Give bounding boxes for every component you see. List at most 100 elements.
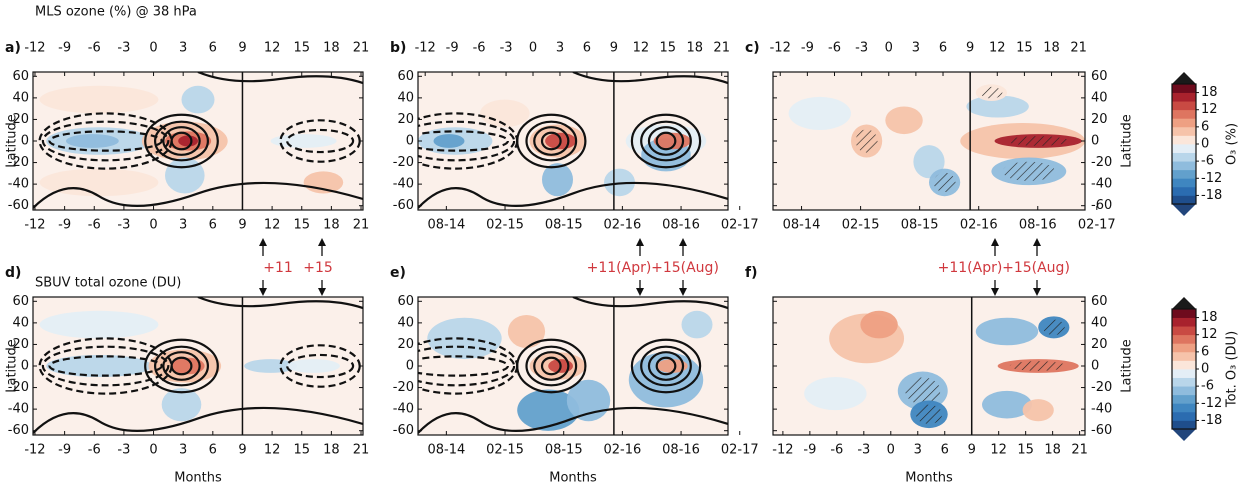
- contour: [38, 337, 173, 395]
- x-top-tick-label: 12: [989, 41, 1006, 56]
- x-tick-label: 12: [264, 218, 281, 233]
- field-patch: [244, 359, 297, 373]
- colorbar-band: [1172, 178, 1196, 188]
- contour: [48, 355, 163, 377]
- field: [418, 72, 728, 210]
- colorbar-band: [1172, 126, 1196, 136]
- y-axis-label: Latitude: [5, 114, 20, 168]
- colorbar-band: [1172, 186, 1196, 196]
- x-tick-label: 3: [914, 443, 922, 458]
- colorbar-band: [1172, 169, 1196, 179]
- y-tick-label: 40: [397, 315, 414, 330]
- field-patch: [681, 310, 713, 339]
- x-top-tick-label: 18: [323, 41, 340, 56]
- contour: [38, 112, 173, 170]
- colorbar-tick-label: 0: [1201, 362, 1209, 377]
- hatching: [1042, 319, 1065, 336]
- contour: [197, 297, 363, 310]
- colorbar-band: [1172, 101, 1196, 111]
- arrowhead: [636, 238, 644, 246]
- field-patch: [860, 310, 898, 339]
- x-tick-label: 08-14: [783, 218, 821, 233]
- x-tick-label: -6: [88, 218, 101, 233]
- y-tick-label: 60: [1091, 69, 1108, 84]
- x-tick-label: -3: [117, 443, 130, 458]
- contour: [640, 345, 692, 387]
- field-patch: [46, 354, 152, 378]
- contour: [418, 112, 519, 170]
- field: [33, 297, 363, 435]
- x-top-tick-label: -9: [446, 41, 459, 56]
- x-top-tick-label: 6: [209, 41, 217, 56]
- contour: [41, 345, 170, 387]
- colorbar-band: [1172, 109, 1196, 119]
- colorbar-band: [1172, 386, 1196, 396]
- panel-label: a): [5, 40, 21, 56]
- hatching: [905, 377, 941, 405]
- x-top-tick-label: -3: [500, 41, 513, 56]
- contour: [162, 126, 201, 156]
- contour: [48, 130, 163, 152]
- contour: [630, 338, 702, 394]
- x-tick-label: 6: [209, 218, 217, 233]
- arrowhead: [1033, 238, 1041, 246]
- x-tick-label: 12: [990, 443, 1007, 458]
- arrowhead: [679, 288, 687, 296]
- x-tick-label: 18: [323, 218, 340, 233]
- colorbar-label: Tot. O₃ (DU): [1225, 331, 1240, 408]
- x-top-tick-label: -12: [770, 41, 791, 56]
- field-patch: [39, 310, 159, 339]
- y-tick-label: -20: [8, 380, 29, 395]
- contour: [418, 120, 516, 162]
- x-tick-label: 0: [149, 218, 157, 233]
- y-tick-label: 0: [406, 359, 414, 374]
- x-axis-label: Months: [549, 471, 597, 486]
- x-tick-label: 18: [323, 443, 340, 458]
- colorbar-band: [1172, 135, 1196, 145]
- y-tick-label: 20: [12, 337, 29, 352]
- y-tick-label: -40: [8, 402, 29, 417]
- x-tick-label: -12: [772, 443, 793, 458]
- x-top-tick-label: 6: [583, 41, 591, 56]
- figure-subtitle: SBUV total ozone (DU): [35, 276, 181, 291]
- x-top-tick-label: 9: [966, 41, 974, 56]
- y-tick-label: -20: [393, 380, 414, 395]
- annotation: +11(Apr): [938, 260, 1003, 276]
- x-top-tick-label: 18: [1043, 41, 1060, 56]
- x-top-tick-label: 3: [556, 41, 564, 56]
- contour: [630, 113, 702, 169]
- contour: [144, 113, 219, 169]
- colorbar-band: [1172, 195, 1196, 205]
- y-tick-label: 20: [397, 112, 414, 127]
- colorbar-band: [1172, 152, 1196, 162]
- colorbar-band: [1172, 403, 1196, 413]
- x-top-tick-label: -6: [473, 41, 486, 56]
- colorbar-tick-label: -12: [1201, 171, 1222, 186]
- y-tick-label: 40: [1091, 315, 1108, 330]
- field-patch: [171, 357, 205, 375]
- arrowhead: [318, 238, 326, 246]
- contour: [33, 181, 363, 209]
- y-tick-label: -60: [393, 423, 414, 438]
- field-patch: [480, 99, 530, 128]
- y-tick-label: 0: [21, 359, 29, 374]
- field-patch: [178, 135, 199, 147]
- y-tick-label: 40: [12, 90, 29, 105]
- x-tick-label: 02-17: [1078, 218, 1116, 233]
- y-tick-label: -60: [8, 198, 29, 213]
- colorbar-band: [1172, 118, 1196, 128]
- x-axis-label: Months: [174, 471, 222, 486]
- contour: [525, 345, 578, 387]
- y-tick-label: 20: [397, 337, 414, 352]
- y-tick-label: -20: [393, 155, 414, 170]
- field-patch: [788, 96, 851, 130]
- colorbar-extend: [1172, 297, 1196, 309]
- panel-label: c): [745, 40, 760, 56]
- hatching: [1009, 361, 1067, 371]
- contour: [418, 345, 516, 387]
- x-tick-label: 02-15: [842, 218, 880, 233]
- x-tick-label: 9: [238, 218, 246, 233]
- colorbar-tick-label: 18: [1201, 310, 1218, 325]
